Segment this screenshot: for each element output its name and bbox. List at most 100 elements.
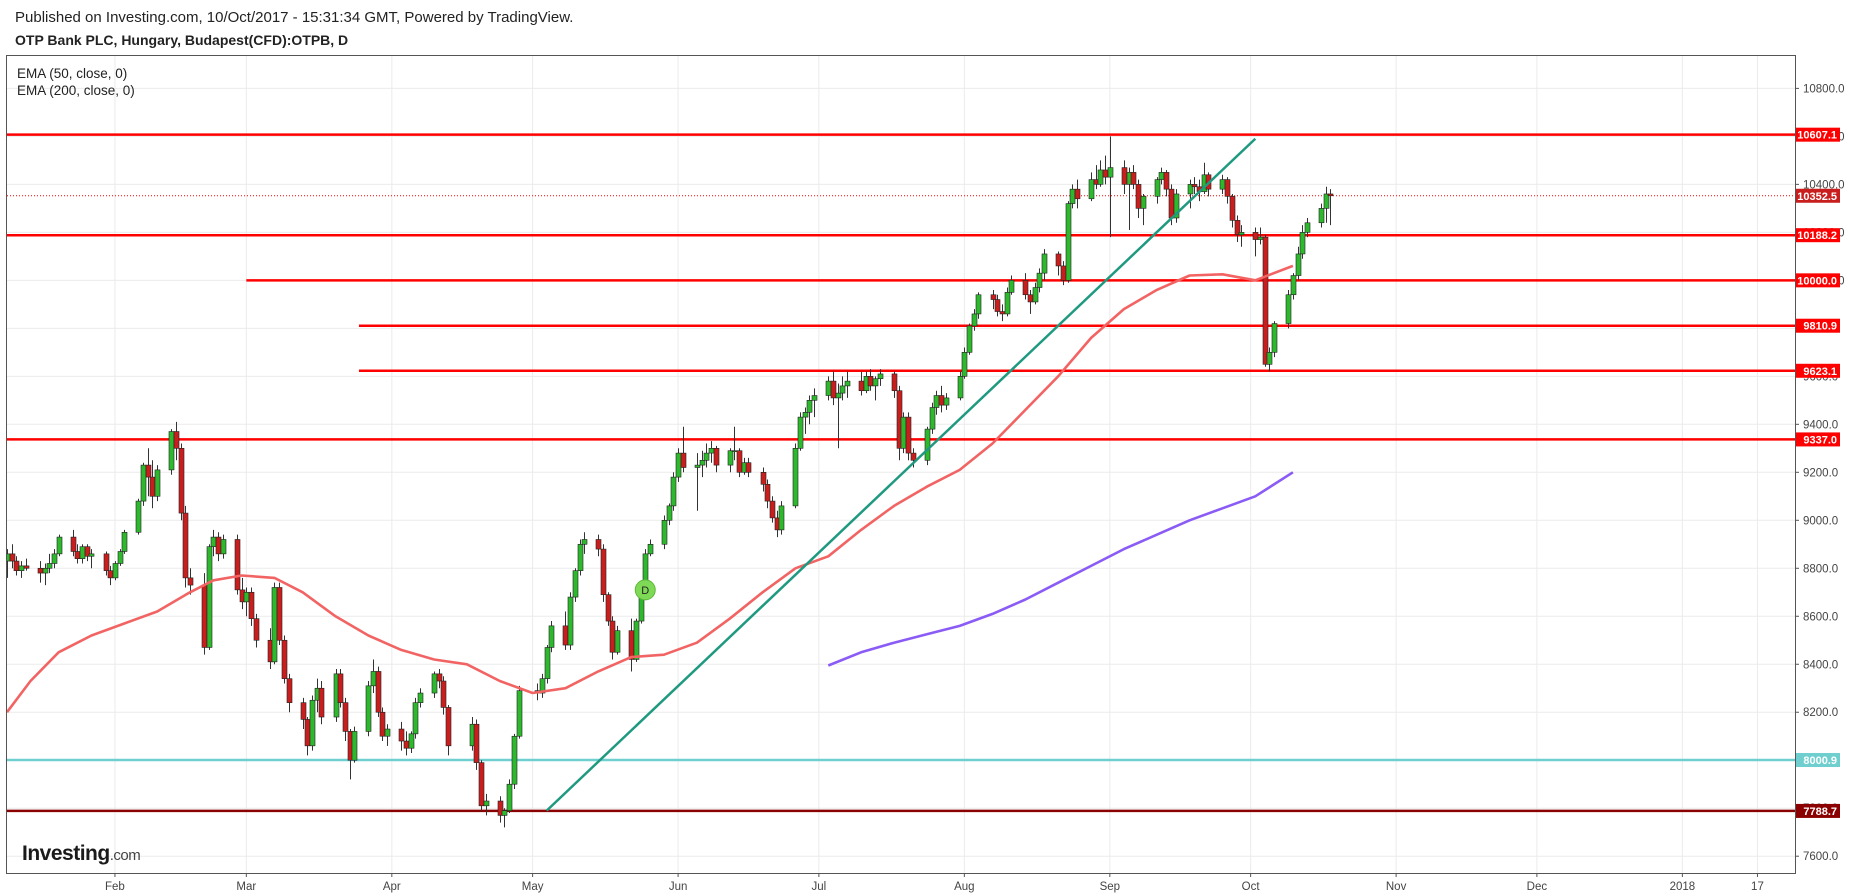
candle-body xyxy=(792,448,799,507)
candle-body xyxy=(56,536,63,555)
x-tick-label: Mar xyxy=(236,881,256,893)
candle-body xyxy=(497,800,504,816)
candle-body xyxy=(234,539,241,591)
candle-body xyxy=(811,395,818,401)
candle-body xyxy=(516,690,523,737)
candle-body xyxy=(140,464,147,502)
candle-body xyxy=(351,731,358,761)
candle-body xyxy=(1008,280,1015,293)
candle-body xyxy=(1224,179,1231,197)
y-tick-label: 10800.0 xyxy=(1803,83,1845,95)
candle-body xyxy=(42,567,49,574)
candle-body xyxy=(1168,188,1175,219)
candle-body xyxy=(436,673,443,682)
candle-body xyxy=(943,397,950,406)
candle-body xyxy=(88,553,95,557)
candle-body xyxy=(220,539,227,555)
candle-body xyxy=(37,567,44,574)
candle-body xyxy=(173,431,180,449)
candle-body xyxy=(117,551,124,564)
x-tick-label: 17 xyxy=(1751,881,1764,893)
candle-body xyxy=(572,570,579,598)
candle-body xyxy=(135,500,142,533)
chart-frame xyxy=(6,55,1796,874)
candle-body xyxy=(633,620,640,660)
candle-body xyxy=(271,587,278,663)
candle-body xyxy=(1234,220,1241,236)
candle-body xyxy=(933,395,940,408)
candle-body xyxy=(1004,292,1011,315)
level-tag-label: 7788.7 xyxy=(1803,806,1837,818)
candle-body xyxy=(825,380,832,396)
candle-body xyxy=(201,584,208,648)
candle-body xyxy=(971,313,978,327)
candle-body xyxy=(168,431,175,471)
candle-body xyxy=(1032,287,1039,303)
candle-body xyxy=(661,519,668,545)
level-tag xyxy=(1796,318,1840,333)
candle-body xyxy=(1097,169,1104,185)
ema50-legend[interactable]: EMA (50, close, 0) xyxy=(17,66,128,81)
level-tag-label: 10607.1 xyxy=(1797,130,1837,142)
candle-body xyxy=(605,594,612,622)
y-tick-label: 8200.0 xyxy=(1803,707,1838,719)
candle-body xyxy=(745,462,752,473)
candle-body xyxy=(703,452,710,461)
candle-body xyxy=(581,539,588,545)
candle-body xyxy=(145,464,152,478)
level-tag xyxy=(1796,127,1840,142)
candle-body xyxy=(994,299,1001,312)
candle-body xyxy=(309,699,316,747)
candle-body xyxy=(806,400,813,413)
candle-body xyxy=(74,551,81,559)
candle-body xyxy=(957,376,964,399)
candle-body xyxy=(905,416,912,454)
candle-body xyxy=(900,416,907,449)
candle-body xyxy=(1158,172,1165,180)
candle-body xyxy=(600,548,607,595)
candle-body xyxy=(1065,203,1072,281)
candle-body xyxy=(1304,222,1311,233)
candle-body xyxy=(384,728,391,737)
y-tick-label: 9200.0 xyxy=(1803,467,1838,479)
candle-body xyxy=(70,536,77,552)
candle-body xyxy=(1257,236,1264,240)
candle-body xyxy=(614,630,621,653)
candle-body xyxy=(9,553,16,562)
y-tick-label: 8400.0 xyxy=(1803,659,1838,671)
candle-body xyxy=(107,570,114,579)
level-tag-label: 8000.9 xyxy=(1803,755,1837,767)
level-tag xyxy=(1796,753,1840,768)
ema-lines xyxy=(7,264,1294,713)
candle-body xyxy=(408,733,415,749)
ema200-legend[interactable]: EMA (200, close, 0) xyxy=(17,83,135,98)
candle-body xyxy=(1088,179,1095,200)
x-tick-label: Aug xyxy=(954,881,974,893)
candle-body xyxy=(595,539,602,550)
candle-body xyxy=(501,810,508,816)
candle-body xyxy=(342,702,349,732)
candle-body xyxy=(872,378,879,387)
candle-body xyxy=(281,639,288,679)
candle-body xyxy=(178,448,185,514)
candle-body xyxy=(84,546,91,557)
candle-body xyxy=(1135,184,1142,209)
candle-body xyxy=(1252,232,1259,240)
candle-body xyxy=(276,587,283,641)
x-tick-label: Feb xyxy=(105,881,125,893)
candle-body xyxy=(999,311,1006,315)
candle-body xyxy=(417,692,424,703)
candle-body xyxy=(1266,352,1273,365)
candle-body xyxy=(844,380,851,387)
candle-body xyxy=(210,536,217,547)
y-tick-label: 7600.0 xyxy=(1803,851,1838,863)
trendline xyxy=(545,137,1257,812)
level-tag xyxy=(1796,273,1840,288)
last-price-tag-label: 10352.5 xyxy=(1797,191,1837,203)
candles xyxy=(7,136,1334,828)
candle-body xyxy=(149,476,156,497)
x-tick-label: Jun xyxy=(669,881,688,893)
candle-body xyxy=(1191,184,1198,188)
candle-body xyxy=(1219,179,1226,190)
